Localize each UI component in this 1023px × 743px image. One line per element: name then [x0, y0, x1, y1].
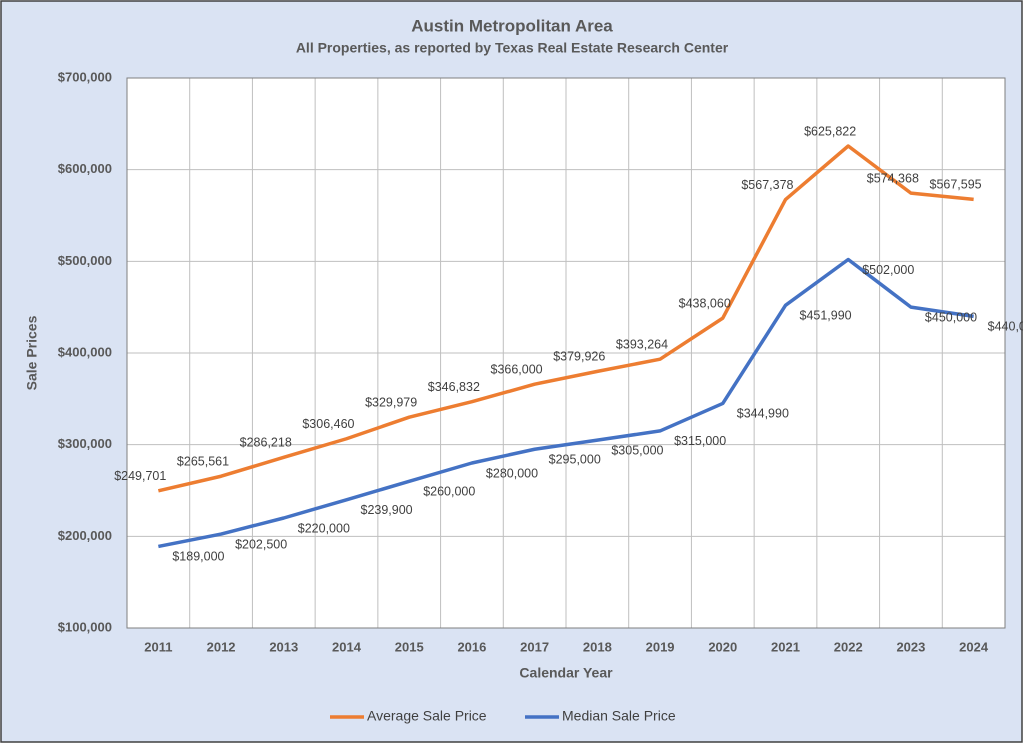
line-series [158, 257, 974, 549]
line-series [157, 144, 974, 493]
y-axis-title: Sale Prices [24, 315, 40, 390]
legend-label: Median Sale Price [562, 708, 676, 724]
data-label: $265,561 [177, 455, 229, 469]
x-tick-label: 2015 [395, 639, 424, 654]
plot-border [126, 77, 1006, 629]
data-label: $286,218 [240, 436, 292, 450]
data-label: $440,000 [988, 320, 1023, 334]
data-label: $366,000 [491, 362, 543, 376]
data-label: $249,701 [114, 469, 166, 483]
data-label: $189,000 [172, 550, 224, 564]
x-tick-label: 2020 [708, 639, 737, 654]
data-label: $502,000 [862, 263, 914, 277]
data-label: $567,595 [930, 178, 982, 192]
data-label: $450,000 [925, 310, 977, 324]
legend-label: Average Sale Price [367, 708, 487, 724]
x-tick-label: 2019 [646, 639, 675, 654]
data-label: $315,000 [674, 434, 726, 448]
data-label: $220,000 [298, 521, 350, 535]
y-tick-label: $400,000 [58, 344, 112, 359]
x-tick-label: 2011 [144, 639, 172, 654]
x-tick-label: 2023 [896, 639, 925, 654]
data-label: $344,990 [737, 407, 789, 421]
y-tick-label: $200,000 [58, 528, 112, 543]
data-label: $239,900 [361, 503, 413, 517]
data-label: $567,378 [741, 178, 793, 192]
y-tick-label: $500,000 [58, 253, 112, 268]
data-label: $346,832 [428, 380, 480, 394]
data-label: $574,368 [867, 171, 919, 185]
data-label: $438,060 [679, 296, 731, 310]
x-axis-title: Calendar Year [519, 665, 613, 681]
x-tick-label: 2022 [834, 639, 863, 654]
x-tick-label: 2012 [207, 639, 236, 654]
data-label: $329,979 [365, 395, 417, 409]
y-tick-label: $300,000 [58, 436, 112, 451]
data-label: $625,822 [804, 124, 856, 138]
y-tick-label: $100,000 [58, 619, 112, 634]
y-tick-label: $700,000 [58, 69, 112, 84]
data-label: $295,000 [549, 453, 601, 467]
x-tick-label: 2016 [457, 639, 486, 654]
data-label: $305,000 [611, 443, 663, 457]
chart-subtitle: All Properties, as reported by Texas Rea… [296, 40, 729, 56]
x-tick-label: 2021 [771, 639, 800, 654]
data-label: $379,926 [553, 350, 605, 364]
y-tick-label: $600,000 [58, 161, 112, 176]
x-tick-label: 2013 [269, 639, 298, 654]
data-label: $202,500 [235, 537, 287, 551]
data-label: $260,000 [423, 485, 475, 499]
x-tick-label: 2024 [959, 639, 989, 654]
data-label: $306,460 [302, 417, 354, 431]
data-label: $280,000 [486, 466, 538, 480]
data-label: $393,264 [616, 337, 668, 351]
data-label: $451,990 [800, 309, 852, 323]
chart-title: Austin Metropolitan Area [411, 16, 613, 35]
x-tick-label: 2017 [520, 639, 549, 654]
x-tick-label: 2014 [332, 639, 362, 654]
x-tick-label: 2018 [583, 639, 612, 654]
